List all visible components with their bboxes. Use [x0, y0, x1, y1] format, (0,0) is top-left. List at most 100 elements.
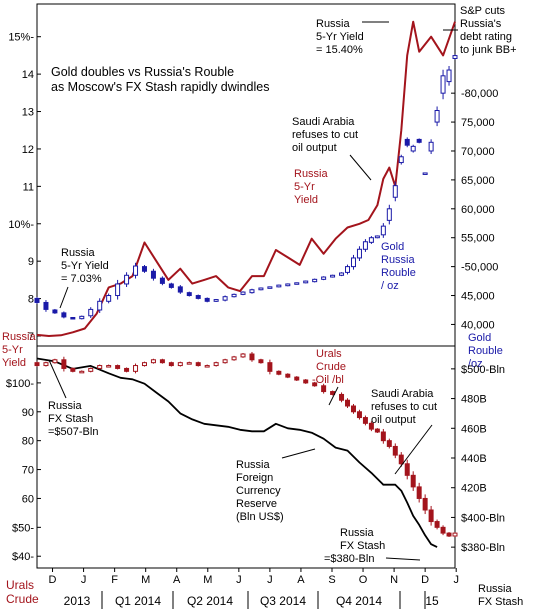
oil-candle — [345, 398, 351, 409]
oil-candle — [446, 532, 452, 538]
right-tick-label: 55,000 — [461, 233, 495, 245]
month-label: N — [390, 574, 398, 586]
gold-candle — [61, 311, 67, 319]
annotation-russia-yield-7-03: Russia 5-Yr Yield = 7.03% — [59, 247, 109, 309]
left-tick-label: 13 — [22, 107, 34, 119]
candle-body — [312, 382, 318, 387]
gold-candle — [276, 284, 282, 288]
annotation-pointer — [349, 154, 372, 181]
month-label: O — [359, 574, 368, 586]
oil-candle — [312, 381, 318, 387]
annotation-line: 5-Yr Yield — [316, 31, 364, 43]
gold-candle — [195, 294, 201, 300]
gold-candle — [321, 276, 327, 281]
candle-body — [231, 293, 237, 298]
candle-body — [350, 405, 356, 413]
candle-body — [339, 272, 345, 276]
period-label: Q1 2014 — [115, 594, 161, 608]
oil-candle — [422, 494, 428, 515]
annotation-line: Saudi Arabia — [371, 388, 434, 400]
annotation-line: Russia — [236, 459, 271, 471]
month-label: F — [111, 574, 118, 586]
candle-body — [446, 532, 452, 537]
month-label: A — [173, 574, 181, 586]
candle-body — [222, 296, 228, 301]
bottom-left-axis-label-line-1: Urals — [6, 578, 34, 592]
gold-candle — [150, 268, 156, 281]
oil-candle — [97, 364, 103, 370]
oil-candle — [356, 409, 362, 420]
gold-candle — [177, 285, 183, 294]
oil-candle — [321, 383, 327, 394]
candle-body — [428, 141, 434, 152]
candle-body — [285, 283, 291, 287]
oil-candle — [168, 361, 174, 367]
right-tick-label: 45,000 — [461, 291, 495, 303]
gold-candle — [398, 154, 404, 165]
candle-body — [70, 316, 76, 320]
candle-body — [186, 292, 192, 297]
left-tick-label: 90 — [22, 407, 34, 419]
annotation-line: Russia — [48, 400, 83, 412]
oil-candle — [177, 361, 183, 367]
candle-body — [398, 454, 404, 465]
gold-candle — [240, 291, 246, 296]
oil-candle — [52, 358, 58, 364]
oil-candle — [195, 361, 201, 367]
candle-body — [141, 266, 147, 272]
oil-candle — [186, 361, 192, 365]
gold-candle — [452, 54, 458, 60]
oil-candle — [159, 358, 165, 364]
right-tick-label: 65,000 — [461, 175, 495, 187]
left-tick-label: 10%- — [8, 219, 34, 231]
fx-stash-line — [36, 357, 438, 548]
month-label: J — [453, 574, 459, 586]
oil-candle — [34, 361, 40, 367]
candle-body — [386, 208, 392, 221]
right-tick-label: -80,000 — [461, 88, 498, 100]
gold-candle — [213, 298, 219, 302]
candle-body — [434, 521, 440, 528]
plot-frames — [36, 3, 456, 569]
candle-body — [88, 367, 94, 372]
oil-candle — [70, 367, 76, 373]
gold-candle — [386, 204, 392, 225]
top-left-axis-ticks: 15%- 14 13 12 11 10%- 9 8 7 — [8, 32, 41, 343]
gold-candle — [428, 139, 434, 155]
right-tick-label: $500-Bln — [461, 364, 505, 376]
left-tick-label: $40- — [12, 551, 34, 563]
right-tick-label: 70,000 — [461, 146, 495, 158]
candle-body — [440, 75, 446, 94]
annotation-line: -Oil /bl — [312, 374, 344, 386]
gold-candle — [159, 276, 165, 286]
annotation-line: (Bln US$) — [236, 511, 284, 523]
candle-body — [362, 241, 368, 250]
left-tick-label: 7 — [28, 331, 34, 343]
top-left-axis-label-line-2: 5-Yr — [2, 344, 23, 356]
annotation-line: Urals — [316, 348, 342, 360]
gold-candle — [258, 287, 264, 291]
annotation-line: Currency — [236, 485, 281, 497]
oil-candle — [350, 403, 356, 414]
candle-body — [34, 297, 40, 303]
top-right-axis-label-line-2: Rouble — [468, 345, 503, 357]
candle-body — [70, 367, 76, 372]
gold-candle — [267, 286, 273, 289]
annotation-line: = 15.40% — [316, 44, 363, 56]
month-label: S — [328, 574, 335, 586]
annotation-line: Russia — [316, 18, 351, 30]
left-tick-label: 14 — [22, 69, 34, 81]
candle-body — [115, 283, 121, 297]
bottom-left-axis-label-line-2: Crude — [6, 592, 39, 606]
gold-candle — [168, 282, 174, 289]
oil-candle — [43, 361, 49, 367]
annotation-line: 5-Yr Yield — [61, 260, 109, 272]
annotation-line: Reserve — [236, 498, 277, 510]
candle-body — [97, 300, 103, 311]
annotation-pointer — [394, 424, 433, 475]
candle-body — [195, 362, 201, 367]
candle-body — [276, 370, 282, 375]
month-label: M — [141, 574, 150, 586]
oil-candle — [213, 361, 219, 367]
